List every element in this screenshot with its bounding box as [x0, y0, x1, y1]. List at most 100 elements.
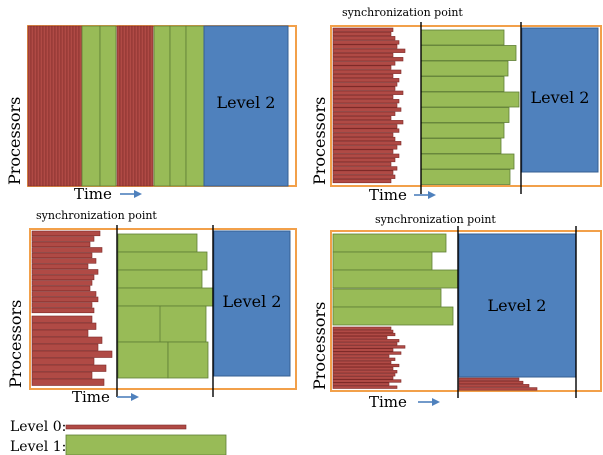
- level0-bar: [332, 329, 394, 334]
- level0-bar: [78, 25, 83, 187]
- level0-bar: [332, 354, 390, 358]
- level0-bar: [31, 236, 95, 242]
- level0-bar: [332, 370, 398, 374]
- panel-2-level2-label: Level 2: [531, 88, 590, 107]
- level0-bar: [31, 336, 103, 344]
- panel-1: Level 2 Processors Time: [5, 25, 297, 203]
- level0-bar: [332, 90, 404, 95]
- level0-bar: [31, 252, 93, 259]
- panel-1-level2-label: Level 2: [217, 93, 276, 112]
- panel-2-level2-block: [521, 27, 599, 173]
- level0-bar: [45, 25, 50, 187]
- level0-bar: [31, 285, 91, 292]
- level1-bar: [420, 45, 517, 61]
- level0-bar: [134, 25, 139, 187]
- level0-bar: [332, 103, 398, 108]
- level0-bar: [332, 376, 394, 380]
- level0-bar: [31, 280, 93, 286]
- level0-bar: [332, 373, 396, 377]
- level0-bar: [51, 25, 56, 187]
- level0-bar: [33, 25, 38, 187]
- legend-level1-label: Level 1:: [10, 439, 66, 455]
- level1-bar: [332, 269, 460, 289]
- level0-bar: [125, 25, 130, 187]
- level0-bar: [332, 27, 394, 32]
- level0-bar: [66, 25, 71, 187]
- level0-bar: [332, 366, 394, 371]
- level0-bar: [332, 166, 398, 171]
- panel-4-y-label: Processors: [310, 302, 329, 390]
- level0-bar: [332, 153, 400, 158]
- level0-bar: [332, 157, 396, 163]
- level0-bar: [54, 25, 59, 187]
- level0-bar: [332, 141, 402, 146]
- panel-2-y-label: Processors: [310, 97, 329, 185]
- level0-bar: [332, 78, 400, 83]
- level1-bar: [117, 251, 208, 271]
- level0-bar: [119, 25, 124, 187]
- level0-bar: [332, 48, 406, 53]
- level0-bar: [31, 274, 95, 281]
- level0-bar: [332, 44, 398, 49]
- level1-bar: [117, 233, 198, 253]
- panel-3-time-arrowhead: [131, 393, 139, 401]
- level0-bar: [332, 357, 396, 361]
- level0-bar: [332, 40, 400, 45]
- level0-bar: [140, 25, 145, 187]
- level0-bar: [42, 25, 47, 187]
- level1-bar: [420, 60, 509, 77]
- level0-bar: [31, 258, 97, 264]
- level0-bar: [137, 25, 142, 187]
- level0-bar: [332, 65, 392, 70]
- level0-bar: [116, 25, 121, 187]
- level0-bar: [31, 296, 99, 303]
- level1-bar: [185, 25, 205, 187]
- level0-bar: [149, 25, 154, 187]
- level0-bar: [31, 378, 105, 386]
- level0-bar: [332, 339, 400, 343]
- level0-bar: [332, 120, 404, 125]
- level0-bar: [72, 25, 77, 187]
- level0-bar: [332, 348, 394, 352]
- panel-3-level2-block: [213, 230, 291, 377]
- level0-bar: [332, 52, 394, 58]
- panel-2-sync-label: synchronization point: [342, 6, 463, 19]
- level0-bar: [36, 25, 41, 187]
- panel-1-level1-block-b: [153, 25, 205, 187]
- level0-bar: [31, 263, 89, 270]
- legend: Level 0: Level 1:: [10, 419, 227, 455]
- level1-bar: [332, 251, 433, 271]
- level0-bar: [60, 25, 65, 187]
- panel-4-time-arrowhead: [432, 398, 440, 406]
- level0-bar: [69, 25, 74, 187]
- level0-bar: [63, 25, 68, 187]
- panel-1-time-arrowhead: [134, 190, 142, 198]
- panel-1-x-label: Time: [74, 185, 112, 203]
- level1-bar: [169, 25, 187, 187]
- level1-bar: [117, 287, 215, 307]
- legend-level1-swatch: [65, 434, 227, 455]
- level0-bar: [31, 329, 89, 337]
- panel-2-level0-bars: [332, 27, 406, 184]
- level1-bar: [420, 153, 515, 170]
- level1-bar: [99, 25, 117, 187]
- level0-bar: [332, 174, 396, 179]
- level0-bar: [332, 332, 396, 337]
- level0-bar: [48, 25, 53, 187]
- level1-bar: [167, 341, 209, 379]
- panel-2-time-arrowhead: [428, 191, 436, 199]
- level1-bar: [332, 306, 454, 326]
- level0-bar: [332, 136, 396, 142]
- legend-level0-swatch: [65, 424, 187, 430]
- level1-bar: [81, 25, 101, 187]
- level0-bar: [458, 380, 524, 385]
- level0-bar: [122, 25, 127, 187]
- level0-bar: [31, 241, 91, 248]
- panel-2: synchronization point Level 2 Processors…: [310, 6, 602, 204]
- level0-bar: [39, 25, 44, 187]
- level0-bar: [332, 36, 396, 41]
- panel-2-level1-bars: [420, 29, 520, 185]
- level0-bar: [332, 326, 392, 330]
- panel-1-level1-block-a: [81, 25, 117, 187]
